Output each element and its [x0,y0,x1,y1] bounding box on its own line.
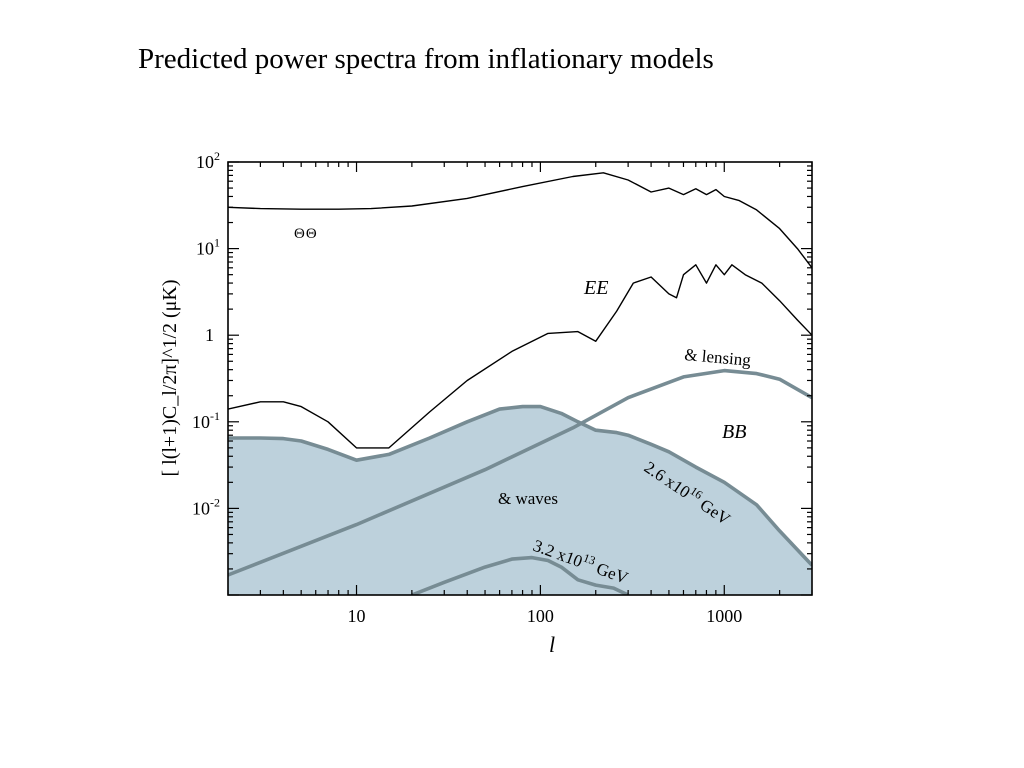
y-tick-label: 1 [205,325,214,345]
series-line-3-2x10-13-gev [411,555,629,595]
x-tick-label: 10 [348,606,366,626]
y-axis-title: [ l(l+1)C_l/2π]^1/2 (μK) [159,279,181,476]
annotation-lensing: & lensing [684,345,752,370]
annotation-tt: ΘΘ [294,226,318,242]
series-lines-layer [228,172,812,595]
series-line-lensing [228,368,812,577]
tensor-fill-layer [228,406,812,595]
y-tick-label: 10-2 [192,495,220,518]
series-line-ee [228,264,812,449]
series-line-waves-2-6x10-16-gev [228,404,812,567]
y-tick-label: 101 [196,236,220,259]
series-fill-waves-2-6x10-16-gev [228,406,812,595]
annotation-bb: BB [722,421,746,443]
x-axis-title: l [549,632,555,657]
slide-title: Predicted power spectra from inflationar… [138,43,714,75]
plot-frame [227,161,813,596]
y-tick-label: 10-1 [192,409,220,432]
axis-ticks-layer [227,161,813,596]
annotation-ee: EE [583,277,608,299]
axis-labels-layer: 10 100 1000 102 101 1 10-1 10-2 l [ l(l+1)C_l/2π]… [159,149,742,657]
x-tick-label: 100 [527,606,554,626]
x-tick-label: 1000 [706,606,742,626]
y-tick-label: 102 [196,149,220,172]
annotation-waves: & waves [498,489,558,508]
series-line-series-0 [228,172,812,269]
